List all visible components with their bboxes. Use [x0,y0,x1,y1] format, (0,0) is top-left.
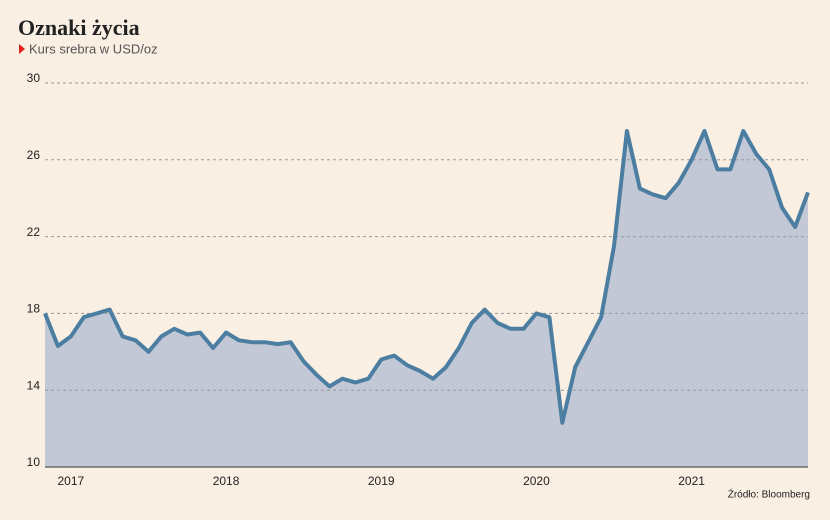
line [43,129,810,425]
y-tick-label: 26 [27,148,41,162]
y-tick-label: 18 [27,302,41,316]
y-tick-label: 14 [27,378,41,392]
subtitle-marker [19,44,25,54]
x-tick-label: 2019 [368,474,395,488]
chart-subtitle: Kurs srebra w USD/oz [29,41,158,56]
y-tick-label: 22 [27,225,41,239]
area [45,131,808,467]
x-tick-label: 2018 [213,474,240,488]
y-tick-label: 10 [27,455,41,469]
x-tick-label: 2017 [58,474,85,488]
source: Źródło: Bloomberg [728,488,810,501]
y-tick-label: 30 [27,71,41,85]
x-tick-label: 2021 [678,474,705,488]
chart-title: Oznaki życia [18,15,140,40]
x-tick-label: 2020 [523,474,550,488]
